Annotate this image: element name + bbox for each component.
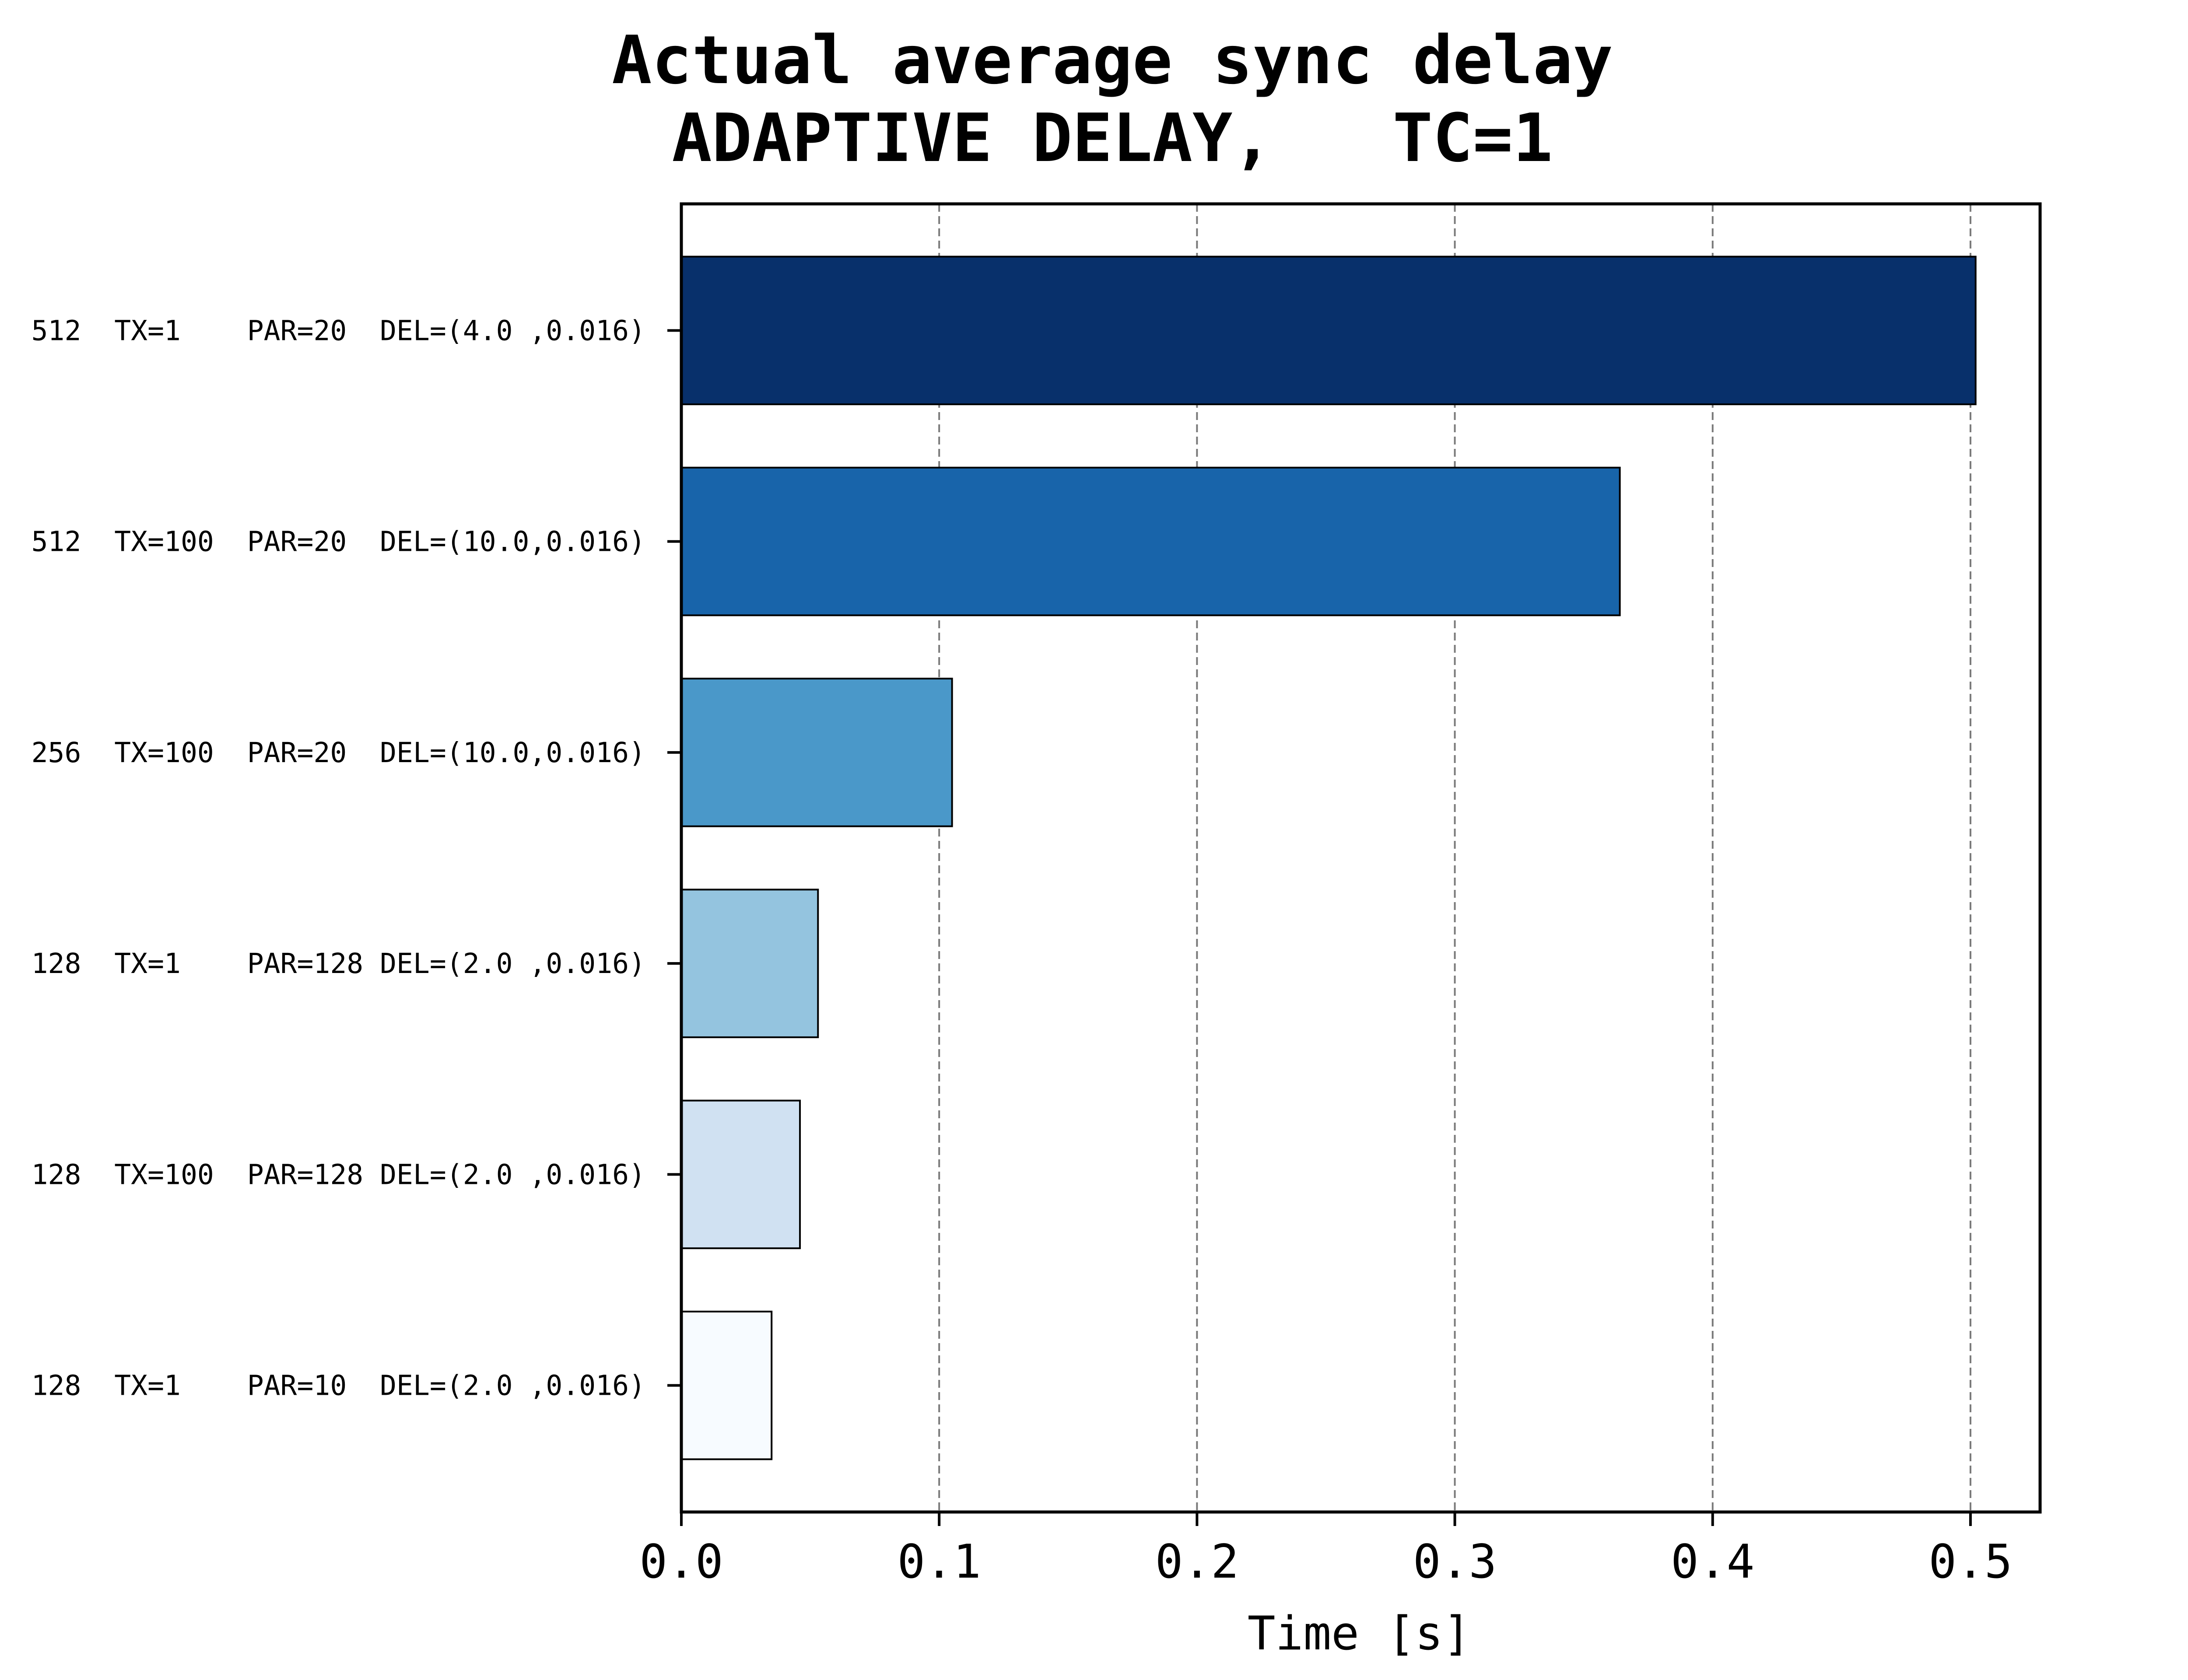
x-axis-label: Time [s] xyxy=(1248,1606,1471,1660)
x-tick-label: 0.5 xyxy=(1929,1535,2012,1589)
x-tick-label: 0.1 xyxy=(897,1535,981,1589)
bar xyxy=(680,256,1977,406)
x-tick-label: 0.3 xyxy=(1413,1535,1497,1589)
y-category-label: 128 TX=1 PAR=128 DEL=(2.0 ,0.016) xyxy=(32,948,645,980)
bar xyxy=(680,889,819,1038)
x-ticks: 0.0 0.1 0.2 0.3 0.4 0.5 xyxy=(639,1512,2013,1589)
plot-frame xyxy=(680,202,2042,1514)
x-tick-label: 0.4 xyxy=(1671,1535,1754,1589)
chart-title-line-1: Actual average sync delay xyxy=(612,21,1613,99)
bar xyxy=(680,1099,801,1250)
y-category-label: 128 TX=1 PAR=10 DEL=(2.0 ,0.016) xyxy=(32,1370,645,1402)
x-tick-label: 0.2 xyxy=(1155,1535,1239,1589)
chart-title-line-2: ADAPTIVE DELAY, TC=1 xyxy=(672,99,1553,177)
y-category-label: 512 TX=1 PAR=20 DEL=(4.0 ,0.016) xyxy=(32,315,645,346)
x-tick-label: 0.0 xyxy=(639,1535,723,1589)
category-labels: 512 TX=1 PAR=20 DEL=(4.0 ,0.016) 512 TX=1… xyxy=(32,315,681,1402)
bar xyxy=(680,1310,773,1460)
grid-lines xyxy=(938,204,1971,1512)
bar xyxy=(680,678,953,827)
bars xyxy=(680,256,1977,1460)
bar xyxy=(680,466,1621,616)
y-category-label: 512 TX=100 PAR=20 DEL=(10.0,0.016) xyxy=(32,526,645,558)
y-category-label: 128 TX=100 PAR=128 DEL=(2.0 ,0.016) xyxy=(32,1158,645,1190)
y-category-label: 256 TX=100 PAR=20 DEL=(10.0,0.016) xyxy=(32,737,645,769)
